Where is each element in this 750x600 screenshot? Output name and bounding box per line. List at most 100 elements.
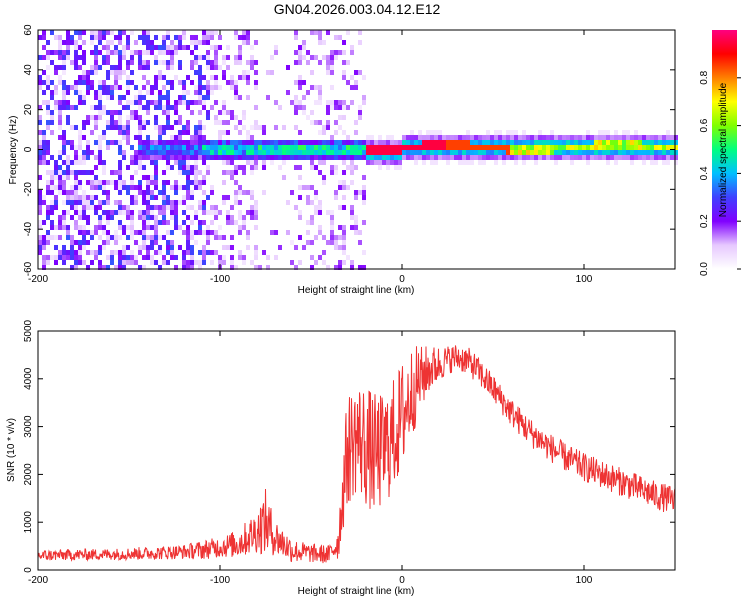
spectrogram-cell — [238, 200, 242, 205]
spectrogram-cell — [430, 140, 434, 145]
spectrogram-cell — [110, 65, 114, 70]
spectrogram-cell — [126, 105, 130, 110]
spectrogram-cell — [106, 90, 110, 95]
spectrogram-cell — [106, 50, 110, 55]
spectrogram-cell — [114, 50, 118, 55]
spectrogram-cell — [162, 105, 166, 110]
spectrogram-cell — [158, 150, 162, 155]
spectrogram-cell — [246, 95, 250, 100]
spectrogram-cell — [210, 30, 214, 35]
spectrogram-cell — [106, 70, 110, 75]
spectrogram-cell — [50, 185, 54, 190]
spectrogram-cell — [82, 30, 86, 35]
spectrogram-cell — [338, 140, 342, 145]
spectrogram-cell — [146, 65, 150, 70]
spectrogram-cell — [242, 145, 246, 150]
spectrogram-cell — [218, 35, 222, 40]
spectrogram-cell — [586, 140, 590, 145]
spectrogram-cell — [342, 105, 346, 110]
spectrogram-cell — [102, 215, 106, 220]
spectrogram-cell — [310, 70, 314, 75]
spectrogram-cell — [242, 220, 246, 225]
spectrogram-cell — [546, 150, 550, 155]
spectrogram-cell — [110, 95, 114, 100]
spectrogram-cell — [170, 205, 174, 210]
spectrogram-cell — [182, 140, 186, 145]
spectrogram-cell — [262, 160, 266, 165]
spectrogram-cell — [82, 120, 86, 125]
spectrogram-cell — [590, 135, 594, 140]
spectrogram-cell — [210, 145, 214, 150]
spectrogram-cell — [38, 245, 42, 250]
spectrogram-cell — [130, 180, 134, 185]
spectrogram-cell — [670, 145, 674, 150]
spectrogram-cell — [98, 145, 102, 150]
spectrogram-cell — [314, 165, 318, 170]
spectrogram-cell — [638, 150, 642, 155]
spectrogram-cell — [362, 100, 366, 105]
spectrogram-cell — [314, 205, 318, 210]
spectrogram-cell — [466, 130, 470, 135]
spectrogram-cell — [138, 210, 142, 215]
spectrogram-cell — [170, 230, 174, 235]
spectrogram-cell — [158, 45, 162, 50]
spectrogram-cell — [238, 55, 242, 60]
spectrogram-cell — [606, 135, 610, 140]
spectrogram-cell — [174, 75, 178, 80]
spectrogram-cell — [202, 245, 206, 250]
spectrogram-cell — [162, 150, 166, 155]
spectrogram-cell — [518, 140, 522, 145]
spectrogram-cell — [194, 160, 198, 165]
spectrogram-cell — [70, 170, 74, 175]
spectrogram-cell — [654, 145, 658, 150]
spectrogram-cell — [630, 145, 634, 150]
spectrogram-cell — [118, 175, 122, 180]
x-tick-label: -100 — [210, 274, 230, 285]
spectrogram-cell — [222, 130, 226, 135]
spectrogram-cell — [42, 260, 46, 265]
spectrogram-cell — [218, 130, 222, 135]
spectrogram-cell — [78, 100, 82, 105]
spectrogram-cell — [330, 215, 334, 220]
spectrogram-cell — [166, 200, 170, 205]
spectrogram-cell — [78, 90, 82, 95]
spectrogram-cell — [198, 180, 202, 185]
spectrogram-cell — [602, 155, 606, 160]
spectrogram-cell — [350, 225, 354, 230]
spectrogram-cell — [582, 150, 586, 155]
spectrogram-cell — [202, 250, 206, 255]
spectrogram-cell — [546, 155, 550, 160]
spectrogram-cell — [198, 55, 202, 60]
spectrogram-cell — [342, 225, 346, 230]
spectrogram-cell — [66, 250, 70, 255]
spectrogram-cell — [142, 145, 146, 150]
spectrogram-cell — [234, 150, 238, 155]
spectrogram-cell — [450, 135, 454, 140]
spectrogram-cell — [102, 110, 106, 115]
spectrogram-cell — [90, 150, 94, 155]
spectrogram-cell — [390, 150, 394, 155]
spectrogram-cell — [38, 130, 42, 135]
spectrogram-cell — [42, 145, 46, 150]
spectrogram-cell — [170, 45, 174, 50]
spectrogram-cell — [506, 140, 510, 145]
spectrogram-cell — [230, 155, 234, 160]
spectrogram-cell — [366, 140, 370, 145]
spectrogram-cell — [366, 135, 370, 140]
spectrogram-cell — [102, 105, 106, 110]
spectrogram-cell — [98, 250, 102, 255]
spectrogram-cell — [130, 145, 134, 150]
spectrogram-cell — [122, 265, 126, 270]
spectrogram-cell — [418, 130, 422, 135]
spectrogram-cell — [622, 155, 626, 160]
spectrogram-cell — [170, 140, 174, 145]
spectrogram-cell — [250, 190, 254, 195]
spectrogram-cell — [202, 180, 206, 185]
spectrogram-cell — [210, 185, 214, 190]
spectrogram-cell — [250, 210, 254, 215]
spectrogram-cell — [78, 215, 82, 220]
spectrogram-cell — [166, 95, 170, 100]
spectrogram-cell — [234, 145, 238, 150]
spectrogram-cell — [422, 150, 426, 155]
spectrogram-cell — [170, 150, 174, 155]
